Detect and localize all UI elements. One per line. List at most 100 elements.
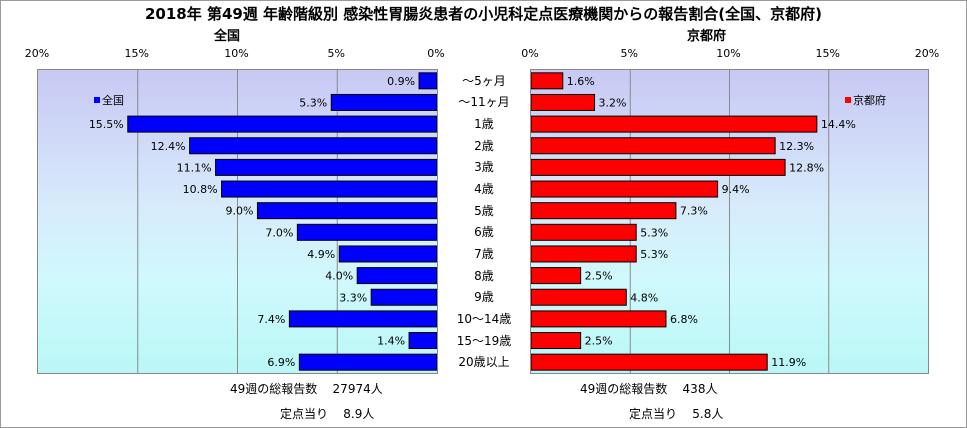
left-plot-area: 0.9% 5.3% 15.5% 12.4% 11.1% 10.8% 9.0% 7.0% 4.9%… xyxy=(37,69,438,374)
category-label: 7歳 xyxy=(474,246,494,261)
kyoto-per-value: 5.8人 xyxy=(692,407,724,421)
right-legend: 京都府 xyxy=(845,92,886,108)
right-bar xyxy=(531,202,677,220)
left-data-label: 11.1% xyxy=(177,161,212,174)
kyoto-total-value: 438人 xyxy=(682,382,718,396)
right-tick-label: 20% xyxy=(914,47,940,60)
left-bar xyxy=(288,310,437,328)
left-data-label: 15.5% xyxy=(89,118,124,131)
right-bar xyxy=(531,245,637,263)
national-per-value: 8.9人 xyxy=(343,407,375,421)
left-bar xyxy=(296,223,437,241)
right-data-label: 12.3% xyxy=(779,140,814,153)
left-data-label: 4.9% xyxy=(307,248,335,261)
kyoto-per-label: 定点当り xyxy=(629,407,678,421)
right-data-label: 3.2% xyxy=(599,96,627,109)
national-per-label: 定点当り xyxy=(280,407,329,421)
left-chart-title: 全国 xyxy=(214,29,241,44)
right-tick-label: 15% xyxy=(815,47,840,60)
left-bar xyxy=(418,72,437,90)
left-bar xyxy=(221,180,437,198)
right-bar xyxy=(531,115,818,133)
left-data-label: 1.4% xyxy=(377,335,405,348)
category-label: 10～14歳 xyxy=(456,311,512,326)
left-data-label: 5.3% xyxy=(299,96,327,109)
chart-title: 2018年 第49週 年齢階級別 感染性胃腸炎患者の小児科定点医療機関からの報告… xyxy=(144,5,822,23)
right-data-label: 2.5% xyxy=(585,335,613,348)
right-tick-label: 5% xyxy=(620,47,638,60)
left-bar xyxy=(189,137,437,155)
right-data-label: 7.3% xyxy=(680,205,708,218)
right-bar xyxy=(531,353,768,371)
left-bar xyxy=(215,158,437,176)
right-data-label: 12.8% xyxy=(789,161,824,174)
right-bar xyxy=(531,72,564,90)
legend-swatch-national xyxy=(94,97,100,103)
legend-swatch-kyoto xyxy=(845,97,851,103)
legend-label-kyoto: 京都府 xyxy=(853,94,886,107)
left-data-label: 9.0% xyxy=(225,205,253,218)
kyoto-total: 49週の総報告数 438人 xyxy=(580,380,717,397)
right-bar xyxy=(531,288,627,306)
right-data-label: 11.9% xyxy=(771,356,806,369)
right-data-label: 5.3% xyxy=(640,248,668,261)
left-bar xyxy=(370,288,437,306)
category-label: 8歳 xyxy=(474,268,494,283)
right-data-label: 14.4% xyxy=(821,118,856,131)
right-bar xyxy=(531,310,667,328)
right-bar xyxy=(531,180,719,198)
right-data-label: 6.8% xyxy=(670,313,698,326)
category-label: 3歳 xyxy=(474,160,494,175)
right-tick-label: 0% xyxy=(521,47,539,60)
left-legend: 全国 xyxy=(94,92,124,108)
legend-label-national: 全国 xyxy=(102,94,124,107)
category-label: ～5ヶ月 xyxy=(462,73,506,88)
national-total-label: 49週の総報告数 xyxy=(230,382,318,396)
left-data-label: 10.8% xyxy=(183,183,218,196)
right-bar xyxy=(531,223,637,241)
left-data-label: 7.4% xyxy=(257,313,285,326)
left-bar xyxy=(256,202,437,220)
right-data-label: 5.3% xyxy=(640,226,668,239)
category-label: ～11ヶ月 xyxy=(458,95,510,110)
right-data-label: 1.6% xyxy=(567,75,595,88)
right-chart-title: 京都府 xyxy=(687,29,727,44)
category-label: 4歳 xyxy=(474,182,494,197)
national-total-value: 27974人 xyxy=(332,382,383,396)
category-label: 20歳以上 xyxy=(458,355,510,370)
left-tick-label: 15% xyxy=(124,47,149,60)
left-tick-label: 0% xyxy=(427,47,445,60)
left-bar xyxy=(330,93,437,111)
category-label: 6歳 xyxy=(474,225,494,240)
right-plot-area: 1.6% 3.2% 14.4% 12.3% 12.8% 9.4% 7.3% 5.3% 5.3% 2… xyxy=(530,69,929,374)
category-label: 9歳 xyxy=(474,290,494,305)
category-label: 5歳 xyxy=(474,203,494,218)
right-data-label: 9.4% xyxy=(722,183,750,196)
right-bars-svg: 1.6% 3.2% 14.4% 12.3% 12.8% 9.4% 7.3% 5.3% 5.3% 2… xyxy=(531,70,856,373)
left-bar xyxy=(356,267,437,285)
left-data-label: 4.0% xyxy=(325,270,353,283)
left-bar xyxy=(408,332,437,350)
national-total: 49週の総報告数 27974人 xyxy=(230,380,383,397)
left-data-label: 12.4% xyxy=(151,140,186,153)
category-label: 15～19歳 xyxy=(456,333,512,348)
kyoto-total-label: 49週の総報告数 xyxy=(580,382,668,396)
left-bar xyxy=(338,245,437,263)
right-data-label: 4.8% xyxy=(630,291,658,304)
right-bar xyxy=(531,137,776,155)
left-tick-label: 5% xyxy=(327,47,345,60)
left-tick-label: 20% xyxy=(24,47,50,60)
right-bar xyxy=(531,332,582,350)
left-bar xyxy=(127,115,437,133)
left-bars-svg: 0.9% 5.3% 15.5% 12.4% 11.1% 10.8% 9.0% 7.0% 4.9%… xyxy=(89,70,437,373)
right-tick-label: 10% xyxy=(716,47,741,60)
right-bar xyxy=(531,267,582,285)
left-data-label: 6.9% xyxy=(267,356,295,369)
category-label: 1歳 xyxy=(474,117,494,132)
left-data-label: 3.3% xyxy=(339,291,367,304)
kyoto-per: 定点当り 5.8人 xyxy=(629,405,723,422)
left-tick-label: 10% xyxy=(224,47,249,60)
right-bar xyxy=(531,158,786,176)
category-label: 2歳 xyxy=(474,138,494,153)
left-data-label: 0.9% xyxy=(387,75,415,88)
